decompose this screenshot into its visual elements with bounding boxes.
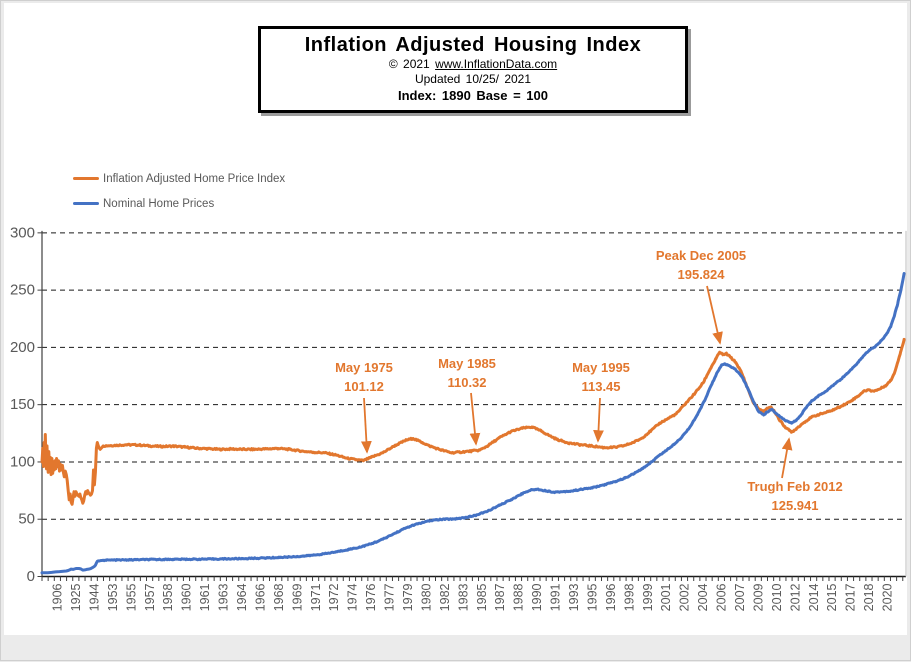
x-axis-year-label: 1958 — [161, 583, 175, 611]
nominal-series-swatch-icon — [73, 202, 99, 205]
annotation-trugh-feb-2012: Trugh Feb 2012 125.941 — [747, 437, 843, 513]
x-axis-year-label: 2018 — [862, 583, 876, 611]
x-axis-year-label: 2004 — [696, 583, 710, 611]
annotation-arrow-icon — [469, 392, 481, 446]
x-axis-year-label: 1979 — [401, 583, 415, 611]
y-axis-tick-label: 50 — [18, 511, 35, 528]
real-series-swatch-icon — [73, 177, 99, 180]
x-axis-year-label: 1966 — [253, 583, 267, 611]
copyright-line: © 2021 www.InflationData.com — [261, 57, 685, 72]
x-axis-year-label: 1974 — [346, 583, 360, 611]
x-axis-year-label: 2010 — [770, 583, 784, 611]
x-axis-year-label: 1972 — [327, 583, 341, 611]
y-axis-tick-label: 200 — [10, 339, 35, 356]
y-axis-tick-label: 100 — [10, 453, 35, 470]
annotation-peak-dec-2005: Peak Dec 2005 195.824 — [656, 248, 746, 345]
x-axis-year-label: 1960 — [180, 583, 194, 611]
x-axis-year-label: 1983 — [456, 583, 470, 611]
inflationdata-link[interactable]: www.InflationData.com — [435, 57, 558, 71]
annotation-text: May 1975 101.12 — [335, 360, 393, 394]
x-axis-year-label: 1980 — [419, 583, 433, 611]
annotation-may-1975: May 1975 101.12 — [335, 360, 393, 454]
annotation-may-1995: May 1995 113.45 — [572, 360, 630, 443]
x-axis-year-label: 1982 — [438, 583, 452, 611]
x-axis-year-label: 1968 — [272, 583, 286, 611]
x-axis-year-label: 1969 — [290, 583, 304, 611]
x-axis-year-label: 1944 — [87, 583, 101, 611]
y-axis-tick-label: 0 — [27, 568, 35, 585]
x-axis-year-label: 1976 — [364, 583, 378, 611]
series-line-nominal — [40, 272, 906, 575]
x-axis-year-label: 2007 — [733, 583, 747, 611]
legend-label-nominal: Nominal Home Prices — [103, 197, 215, 210]
x-axis-year-label: 1987 — [493, 583, 507, 611]
x-axis-year-label: 1977 — [383, 583, 397, 611]
x-axis-year-label: 1955 — [124, 583, 138, 611]
annotation-may-1985: May 1985 110.32 — [438, 356, 496, 446]
x-axis-year-label: 2009 — [751, 583, 765, 611]
x-axis-year-label: 1961 — [198, 583, 212, 611]
x-axis-year-label: 1990 — [530, 583, 544, 611]
legend-item-real: Inflation Adjusted Home Price Index — [73, 166, 285, 191]
annotation-text: May 1995 113.45 — [572, 360, 630, 394]
x-axis-year-label: 1957 — [143, 583, 157, 611]
copyright-text: © 2021 — [388, 57, 430, 71]
x-axis-year-label: 1971 — [309, 583, 323, 611]
annotation-text: May 1985 110.32 — [438, 356, 496, 390]
x-axis-year-label: 1991 — [549, 583, 563, 611]
chart-title: Inflation Adjusted Housing Index — [304, 34, 642, 56]
x-axis-year-label: 2006 — [715, 583, 729, 611]
x-axis-year-label: 1953 — [106, 583, 120, 611]
x-axis-year-label: 1996 — [604, 583, 618, 611]
x-axis-year-label: 1988 — [512, 583, 526, 611]
annotation-text: Peak Dec 2005 195.824 — [656, 248, 746, 282]
x-axis-year-label: 2012 — [788, 583, 802, 611]
annotation-arrow-icon — [706, 285, 723, 345]
index-base-note: Index: 1890 Base = 100 — [397, 88, 548, 103]
x-axis-year-label: 2001 — [659, 583, 673, 611]
legend-item-nominal: Nominal Home Prices — [73, 191, 285, 216]
y-axis-tick-label: 300 — [10, 224, 35, 241]
x-axis-year-label: 2002 — [678, 583, 692, 611]
y-axis-tick-label: 150 — [10, 396, 35, 413]
x-axis-year-label: 2015 — [825, 583, 839, 611]
y-axis-tick-label: 250 — [10, 282, 35, 299]
x-axis-year-label: 1963 — [217, 583, 231, 611]
x-axis-year-label: 1993 — [567, 583, 581, 611]
annotation-arrow-icon — [361, 397, 372, 454]
x-axis-year-label: 2017 — [844, 583, 858, 611]
x-axis-year-label: 1999 — [641, 583, 655, 611]
updated-line: Updated 10/25/ 2021 — [414, 72, 532, 86]
legend-label-real: Inflation Adjusted Home Price Index — [103, 172, 286, 185]
x-axis-year-label: 1995 — [585, 583, 599, 611]
x-axis-year-label: 1985 — [475, 583, 489, 611]
x-axis-year-label: 1925 — [69, 583, 83, 611]
annotation-arrow-icon — [593, 397, 604, 443]
title-box: Inflation Adjusted Housing Index © 2021 … — [258, 26, 688, 113]
annotation-text: Trugh Feb 2012 125.941 — [747, 479, 842, 513]
x-axis-year-label: 2020 — [881, 583, 895, 611]
x-axis-year-label: 1964 — [235, 583, 249, 611]
x-axis-year-label: 2014 — [807, 583, 821, 611]
x-axis-year-label: 1906 — [51, 583, 65, 611]
x-axis-year-label: 1998 — [622, 583, 636, 611]
legend: Inflation Adjusted Home Price Index Nomi… — [73, 166, 285, 216]
annotation-arrow-icon — [781, 437, 793, 479]
